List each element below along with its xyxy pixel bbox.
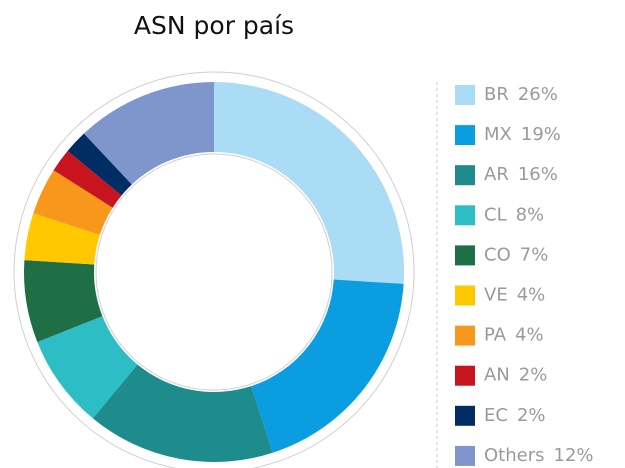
legend-value: 2%: [519, 365, 548, 386]
legend-name: BR: [484, 84, 509, 105]
legend-value: 16%: [518, 164, 558, 185]
legend-name: Others: [484, 445, 545, 466]
legend-name: CL: [484, 204, 507, 225]
donut-slice: [24, 260, 103, 342]
donut-slice: [251, 279, 404, 453]
legend-label: CL 8%: [484, 204, 544, 225]
legend-swatch: [455, 205, 475, 226]
legend-label: EC 2%: [484, 405, 546, 426]
legend-label: AR 16%: [484, 164, 558, 185]
legend-swatch: [455, 325, 475, 346]
legend-value: 4%: [517, 285, 546, 306]
donut-slice: [83, 82, 214, 185]
legend-swatch: [455, 165, 475, 186]
legend-swatch: [455, 85, 475, 105]
donut-slice: [214, 82, 405, 284]
legend-value: 19%: [521, 124, 561, 145]
legend-value: 4%: [515, 325, 544, 346]
legend-value: 7%: [520, 244, 549, 265]
donut-slice: [67, 133, 132, 196]
legend-value: 2%: [517, 405, 546, 426]
legend-value: 12%: [554, 445, 594, 466]
legend-swatch: [455, 285, 475, 306]
legend-name: CO: [484, 244, 511, 265]
legend-swatch: [455, 405, 475, 426]
legend-label: PA 4%: [484, 325, 544, 346]
legend-name: VE: [484, 285, 508, 306]
legend-label: VE 4%: [484, 285, 545, 306]
legend-name: MX: [484, 124, 512, 145]
legend-name: PA: [484, 325, 507, 346]
donut-slice: [37, 316, 138, 419]
legend-label: AN 2%: [484, 365, 547, 386]
legend-name: EC: [484, 405, 508, 426]
legend-label: Others 12%: [484, 445, 594, 466]
legend-label: MX 19%: [484, 124, 561, 145]
legend-swatch: [455, 245, 475, 266]
donut-slice: [92, 364, 273, 463]
legend-value: 26%: [518, 84, 558, 105]
legend-label: CO 7%: [484, 244, 548, 265]
legend-name: AR: [484, 164, 509, 185]
legend-name: AN: [484, 365, 510, 386]
legend-swatch: [455, 125, 475, 146]
donut-slice: [24, 213, 100, 265]
legend-swatch: [455, 445, 475, 466]
chart-title: ASN por país: [134, 11, 294, 40]
legend-value: 8%: [516, 204, 545, 225]
legend-label: BR 26%: [484, 84, 558, 105]
donut-slice: [53, 150, 122, 208]
donut-slice: [33, 170, 113, 235]
legend-swatch: [455, 365, 475, 386]
inner-ring: [95, 153, 333, 391]
outer-ring: [13, 71, 415, 468]
